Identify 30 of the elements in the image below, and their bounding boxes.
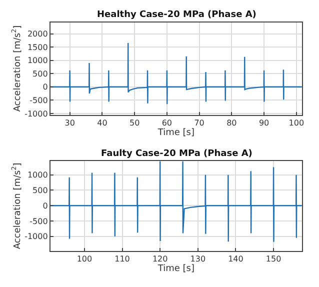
y-tick-label: 0: [42, 201, 48, 210]
x-tick-label: 130: [190, 254, 206, 264]
y-tick-label: 1000: [27, 170, 48, 180]
x-axis-title: Time [s]: [156, 128, 194, 138]
x-tick-label: 100: [288, 118, 304, 128]
y-tick-label: -500: [30, 216, 48, 226]
x-tick-label: 100: [76, 254, 92, 264]
y-tick-label: 1500: [27, 42, 48, 52]
x-tick-label: 110: [114, 254, 130, 264]
y-tick-label: 2000: [27, 30, 48, 39]
y-tick-label: -1000: [24, 109, 48, 118]
x-tick-label: 40: [97, 118, 108, 128]
y-tick-label: 1000: [27, 56, 48, 66]
x-tick-label: 80: [226, 118, 237, 128]
x-tick-label: 30: [64, 118, 75, 128]
y-tick-label: 500: [32, 186, 48, 196]
x-tick-label: 140: [228, 254, 244, 264]
x-tick-label: 70: [194, 118, 204, 128]
y-tick-label: 500: [32, 69, 48, 78]
chart-title: Faulty Case-20 MPa (Phase A): [101, 149, 252, 159]
x-tick-label: 120: [152, 254, 168, 264]
x-axis-title: Time [s]: [156, 264, 194, 274]
x-tick-label: 60: [162, 118, 172, 128]
x-tick-label: 90: [258, 118, 270, 128]
y-tick-label: -1000: [24, 232, 48, 242]
x-tick-label: 150: [266, 254, 282, 264]
x-tick-label: 50: [129, 118, 140, 128]
y-tick-label: 0: [42, 82, 48, 92]
chart-title: Healthy Case-20 MPa (Phase A): [97, 10, 256, 20]
y-tick-label: -500: [30, 96, 48, 105]
